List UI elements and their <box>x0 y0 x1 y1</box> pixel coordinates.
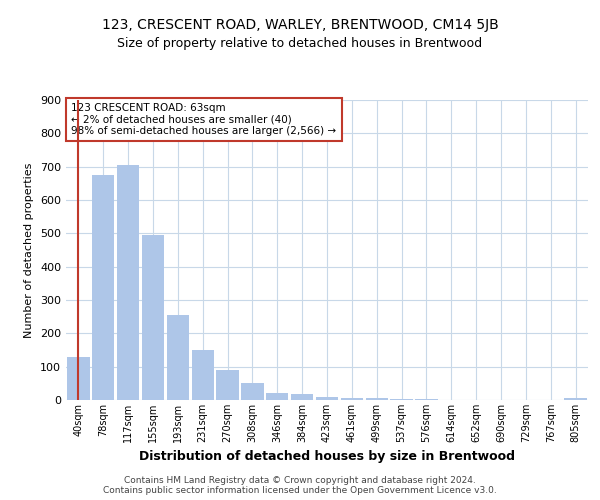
Text: Contains HM Land Registry data © Crown copyright and database right 2024.
Contai: Contains HM Land Registry data © Crown c… <box>103 476 497 495</box>
Bar <box>117 165 139 400</box>
Bar <box>291 394 313 400</box>
Bar <box>266 392 289 400</box>
Text: 123 CRESCENT ROAD: 63sqm
← 2% of detached houses are smaller (40)
98% of semi-de: 123 CRESCENT ROAD: 63sqm ← 2% of detache… <box>71 103 337 136</box>
Text: Size of property relative to detached houses in Brentwood: Size of property relative to detached ho… <box>118 38 482 51</box>
Bar <box>341 398 363 400</box>
Bar <box>241 382 263 400</box>
Bar <box>391 399 413 400</box>
Bar <box>67 356 89 400</box>
Y-axis label: Number of detached properties: Number of detached properties <box>25 162 34 338</box>
Bar <box>217 370 239 400</box>
X-axis label: Distribution of detached houses by size in Brentwood: Distribution of detached houses by size … <box>139 450 515 464</box>
Bar <box>565 398 587 400</box>
Bar <box>167 315 189 400</box>
Bar <box>365 398 388 400</box>
Bar <box>142 235 164 400</box>
Bar <box>191 350 214 400</box>
Bar <box>92 175 115 400</box>
Text: 123, CRESCENT ROAD, WARLEY, BRENTWOOD, CM14 5JB: 123, CRESCENT ROAD, WARLEY, BRENTWOOD, C… <box>101 18 499 32</box>
Bar <box>316 396 338 400</box>
